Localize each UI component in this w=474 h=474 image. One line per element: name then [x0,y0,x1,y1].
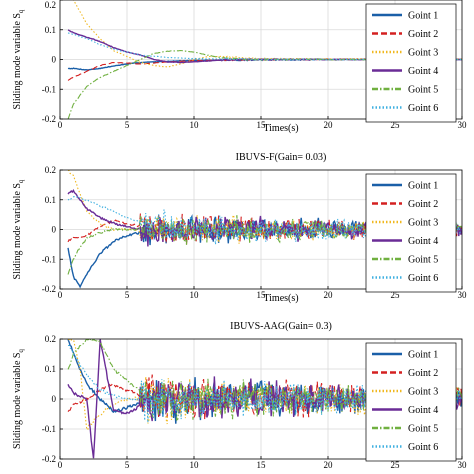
x-tick-label: 5 [125,460,130,470]
y-axis-label: Sliding mode variable Sq [12,179,25,279]
legend-label: Goint 3 [408,387,438,398]
legend-label: Goint 5 [408,255,438,266]
legend-label: Goint 6 [408,273,438,284]
x-tick-label: 10 [190,460,200,470]
panel-title: IBUVS-AAG(Gain= 0.3) [230,321,332,332]
x-tick-label: 0 [58,120,63,130]
y-tick-label: 0 [52,225,57,235]
x-tick-label: 10 [190,290,200,300]
y-axis-label: Sliding mode variable Sq [12,9,25,109]
x-tick-label: 30 [458,120,468,130]
legend-label: Goint 3 [408,218,438,229]
chart-panel-1: 0 5 10 15 20 25 30 -0.2 -0.1 0 0.1 0.2 Times(s) Slidi… [12,0,467,134]
x-tick-label: 15 [257,460,267,470]
y-tick-label: 0.2 [45,334,56,344]
legend-label: Goint 1 [408,350,438,361]
y-tick-label: -0.2 [42,454,56,464]
series-line-goint-3 [67,170,462,244]
legend-label: Goint 6 [408,442,438,453]
legend: Goint 1 Goint 2 Goint 3 Goint 4 Goint 5 Goint… [365,342,457,462]
legend-label: Goint 6 [408,103,438,114]
y-tick-label: -0.2 [42,284,56,294]
y-tick-label: 0 [52,394,57,404]
legend-label: Goint 5 [408,85,438,96]
x-tick-label: 20 [324,290,334,300]
x-tick-label: 20 [324,120,334,130]
panel-title: IBUVS-F(Gain= 0.03) [236,152,327,163]
x-tick-label: 25 [391,460,401,470]
y-tick-label: 0.1 [45,364,56,374]
x-tick-label: 0 [58,460,63,470]
x-tick-label: 25 [391,290,401,300]
y-tick-label: 0.1 [45,25,56,35]
x-tick-label: 15 [257,120,267,130]
y-tick-label: -0.1 [42,84,56,94]
y-axis-label: Sliding mode variable Sq [12,349,25,449]
legend-label: Goint 4 [408,66,438,77]
legend-box [365,3,457,123]
y-tick-label: -0.1 [42,254,56,264]
chart-panel-2: 0 5 10 15 20 25 30 -0.2 -0.1 0 0.1 0.2 Times(s) Slidi… [12,152,467,304]
legend: Goint 1 Goint 2 Goint 3 Goint 4 Goint 5 Goint… [365,173,457,293]
x-tick-label: 20 [324,460,334,470]
series-line-goint-5 [67,339,462,422]
legend-label: Goint 1 [408,11,438,22]
x-tick-label: 10 [190,120,200,130]
x-axis-label: Times(s) [263,293,298,304]
legend-label: Goint 3 [408,48,438,59]
series-line-goint-5 [67,215,462,275]
y-tick-label: -0.1 [42,424,56,434]
legend-label: Goint 4 [408,405,438,416]
x-tick-label: 15 [257,290,267,300]
chart-panel-3: 0 5 10 15 20 25 30 -0.2 -0.1 0 0.1 0.2 Sliding mode … [12,321,467,470]
y-tick-label: 0.1 [45,195,56,205]
legend-label: Goint 2 [408,199,438,210]
y-tick-label: 0.2 [45,0,56,10]
legend-label: Goint 5 [408,424,438,435]
x-tick-label: 0 [58,290,63,300]
x-tick-label: 30 [458,460,468,470]
y-tick-label: -0.2 [42,114,56,124]
y-tick-label: 0.2 [45,165,56,175]
legend: Goint 1 Goint 2 Goint 3 Goint 4 Goint 5 Goint… [365,3,457,123]
y-tick-label: 0 [52,55,57,65]
x-axis-label: Times(s) [263,123,298,134]
legend-label: Goint 1 [408,181,438,192]
legend-label: Goint 2 [408,29,438,40]
x-tick-label: 30 [458,290,468,300]
x-tick-label: 5 [125,120,130,130]
legend-label: Goint 2 [408,368,438,379]
legend-box [365,342,457,462]
legend-box [365,173,457,293]
x-tick-label: 25 [391,120,401,130]
x-tick-label: 5 [125,290,130,300]
legend-label: Goint 4 [408,236,438,247]
